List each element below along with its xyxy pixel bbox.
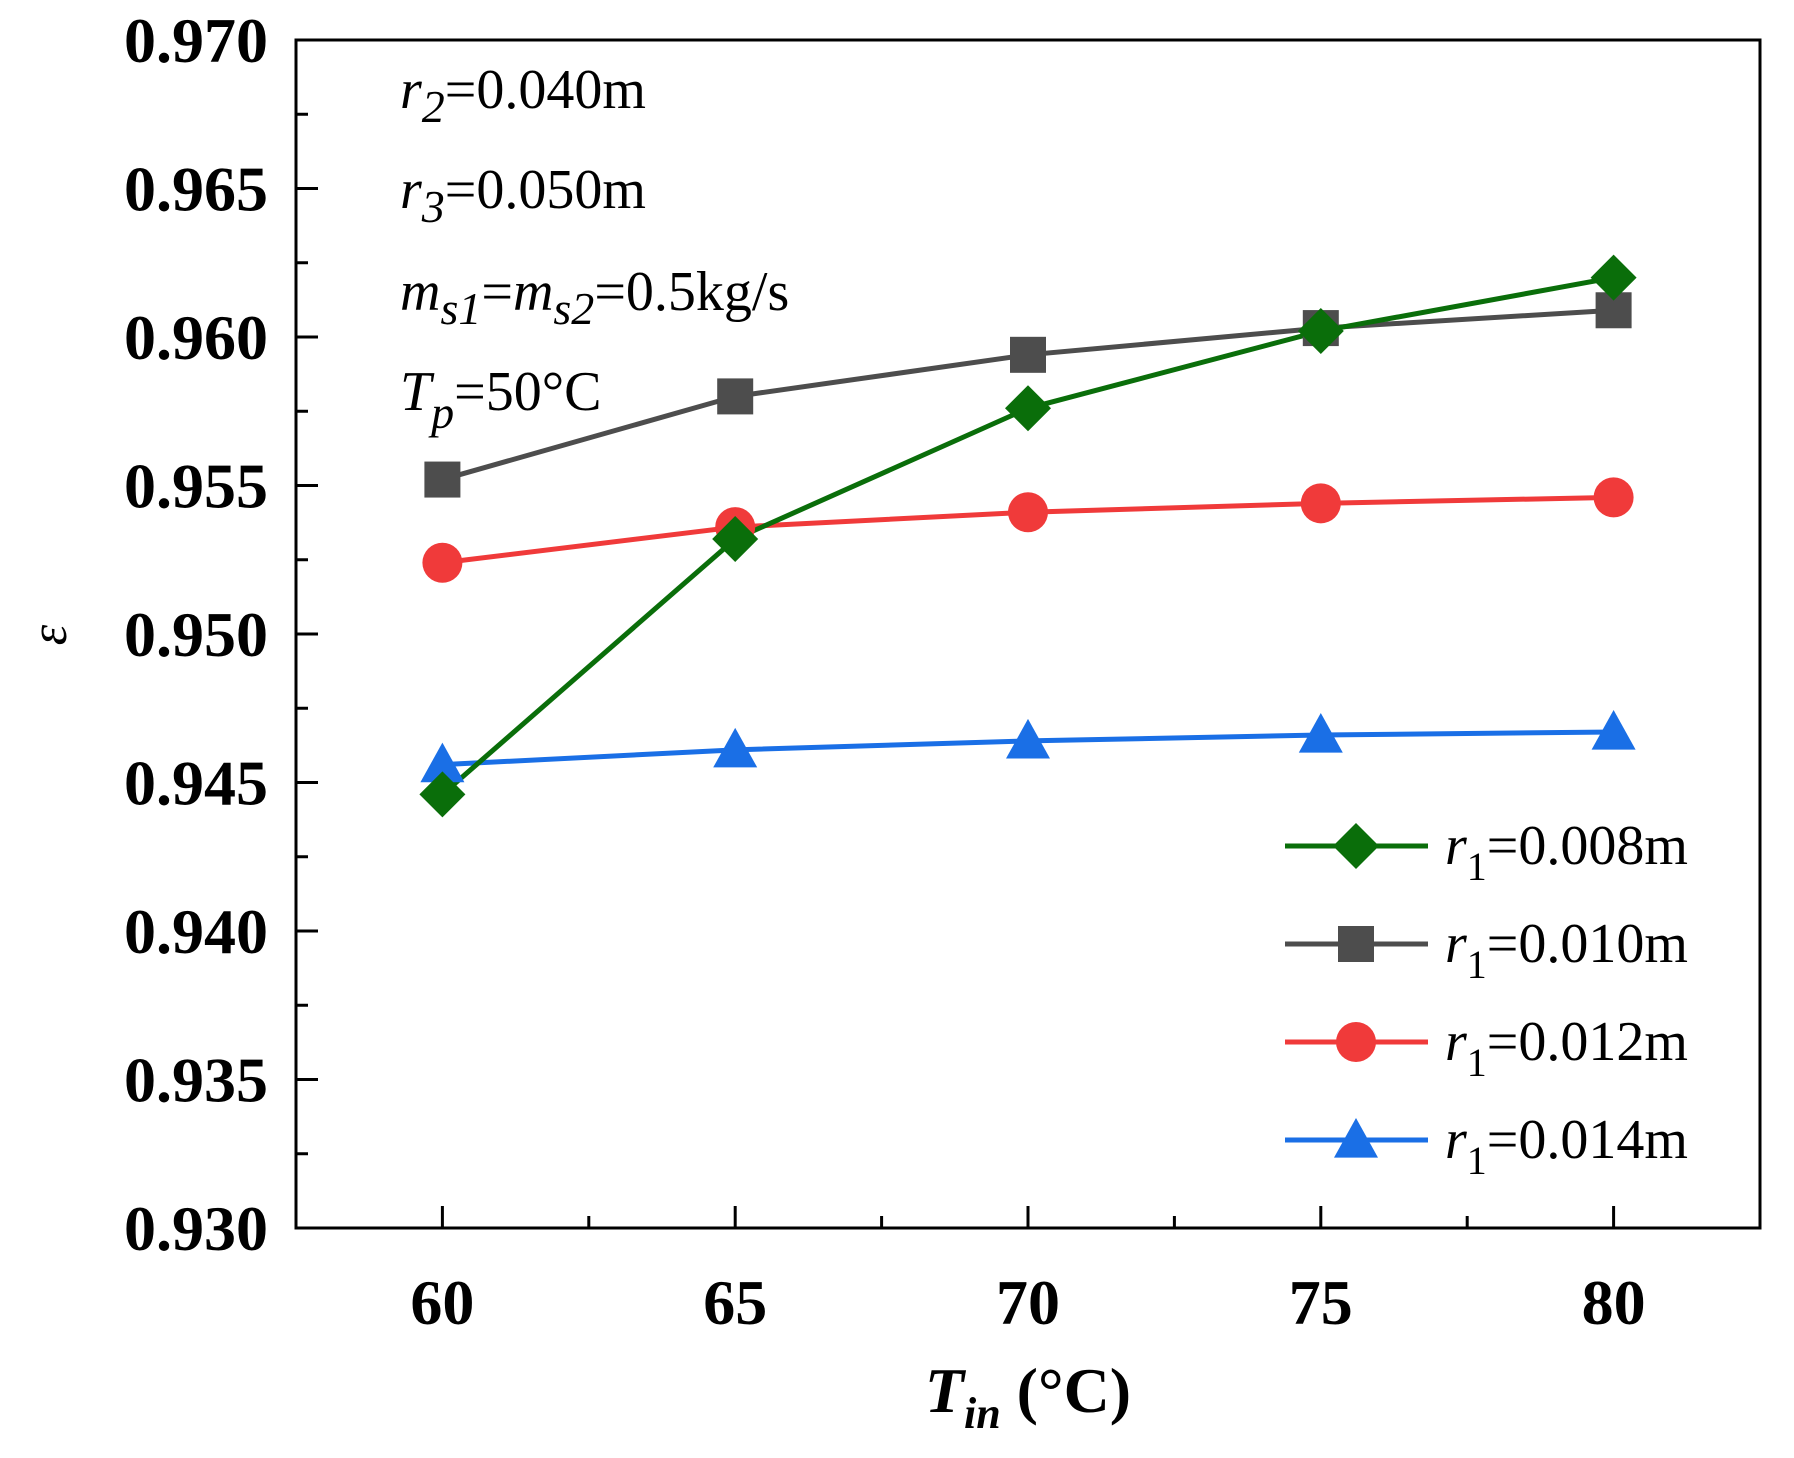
data-point-triangle (1006, 718, 1050, 759)
annotation-mass-flow: ms1=ms2=0.5kg/s (400, 261, 789, 334)
legend-key-marker (1338, 926, 1374, 962)
data-point-diamond (712, 515, 759, 562)
legend-keys (1285, 823, 1428, 1158)
axes: 0.930 0.935 0.940 0.945 0.950 0.955 0.960 0.965… (124, 5, 1762, 1338)
data-point-circle (1008, 492, 1048, 533)
data-point-triangle (420, 742, 465, 783)
y-tick-label: 0.950 (124, 599, 268, 670)
data-point-square (1010, 336, 1046, 373)
legend-key-marker (1333, 823, 1379, 869)
annotation-tp: Tp=50°C (400, 361, 601, 438)
data-point-triangle (1298, 712, 1343, 753)
y-tick-label: 0.935 (124, 1045, 268, 1116)
data-point-circle (1300, 483, 1341, 524)
series-markers (419, 254, 1637, 818)
x-axis-title: Tin (°C) (925, 1355, 1131, 1438)
parameter-annotations: r2=0.040m r3=0.050m ms1=ms2=0.5kg/s Tp=5… (400, 59, 789, 438)
y-tick-label: 0.930 (124, 1193, 268, 1264)
x-tick-label: 75 (1289, 1267, 1353, 1338)
y-tick-label: 0.955 (124, 451, 268, 522)
x-tick-label: 80 (1582, 1267, 1646, 1338)
data-point-square (424, 461, 461, 498)
x-tick-label: 65 (703, 1267, 767, 1338)
data-point-diamond (1005, 385, 1051, 432)
data-point-triangle (1591, 710, 1636, 750)
legend-key-marker (1334, 1118, 1378, 1158)
data-point-diamond (419, 771, 466, 818)
legend-label-r1-0014: r1=0.014m (1445, 1109, 1688, 1183)
legend-key-marker (1336, 1022, 1376, 1062)
x-tick-label: 70 (996, 1267, 1060, 1338)
legend-label-r1-0010: r1=0.010m (1445, 913, 1688, 987)
data-point-diamond (1590, 254, 1637, 301)
y-axis-title: ε (21, 624, 78, 645)
legend: r1=0.008m r1=0.010m r1=0.012m r1=0.014m (1285, 815, 1688, 1183)
data-point-square (717, 378, 754, 415)
y-tick-label: 0.960 (124, 302, 268, 373)
legend-label-r1-0008: r1=0.008m (1445, 815, 1688, 889)
y-tick-label: 0.970 (124, 5, 268, 76)
legend-label-r1-0012: r1=0.012m (1445, 1011, 1688, 1085)
y-tick-label: 0.965 (124, 154, 268, 225)
data-point-circle (422, 542, 463, 583)
data-point-diamond (1297, 308, 1344, 355)
y-tick-label: 0.945 (124, 748, 268, 819)
annotation-r2: r2=0.040m (400, 59, 646, 132)
y-tick-label: 0.940 (124, 896, 268, 967)
data-point-circle (1593, 477, 1634, 518)
x-tick-label: 60 (410, 1267, 474, 1338)
annotation-r3: r3=0.050m (400, 159, 646, 232)
data-point-triangle (713, 727, 758, 768)
